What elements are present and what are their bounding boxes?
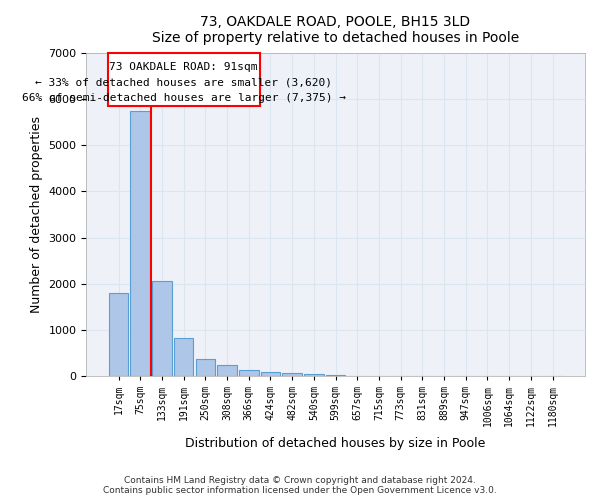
Text: 66% of semi-detached houses are larger (7,375) →: 66% of semi-detached houses are larger (… — [22, 94, 346, 104]
Text: ← 33% of detached houses are smaller (3,620): ← 33% of detached houses are smaller (3,… — [35, 78, 332, 88]
Bar — [130, 111, 150, 376]
Bar — [283, 373, 302, 376]
X-axis label: Distribution of detached houses by size in Poole: Distribution of detached houses by size … — [185, 437, 486, 450]
Bar — [239, 370, 259, 376]
Bar — [260, 372, 280, 376]
FancyBboxPatch shape — [107, 54, 260, 106]
Bar — [196, 358, 215, 376]
Bar — [109, 293, 128, 376]
Bar — [217, 365, 237, 376]
Text: 73 OAKDALE ROAD: 91sqm: 73 OAKDALE ROAD: 91sqm — [109, 62, 258, 72]
Bar — [152, 281, 172, 376]
Bar — [304, 374, 323, 376]
Y-axis label: Number of detached properties: Number of detached properties — [29, 116, 43, 313]
Text: Contains HM Land Registry data © Crown copyright and database right 2024.
Contai: Contains HM Land Registry data © Crown c… — [103, 476, 497, 495]
Bar — [174, 338, 193, 376]
Title: 73, OAKDALE ROAD, POOLE, BH15 3LD
Size of property relative to detached houses i: 73, OAKDALE ROAD, POOLE, BH15 3LD Size o… — [152, 15, 519, 45]
